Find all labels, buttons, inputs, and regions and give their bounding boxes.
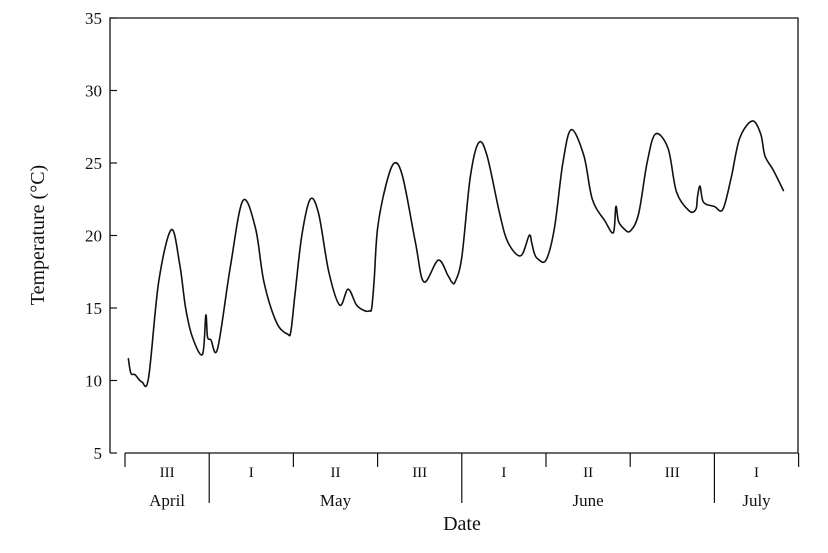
x-period-label: I — [501, 465, 506, 481]
y-tick-label: 5 — [94, 444, 103, 463]
x-period-label: II — [583, 465, 593, 481]
x-period-label: III — [160, 465, 175, 481]
x-month-label: April — [149, 491, 185, 510]
y-tick-label: 35 — [85, 9, 102, 28]
x-period-label: III — [412, 465, 427, 481]
x-period-label: I — [249, 465, 254, 481]
y-tick-label: 20 — [85, 227, 102, 246]
y-tick-label: 30 — [85, 82, 102, 101]
y-tick-label: 10 — [85, 372, 102, 391]
plot-frame-border — [109, 17, 799, 453]
y-axis: 5 10 15 20 25 30 35 — [85, 9, 117, 463]
x-month-label: May — [320, 491, 352, 510]
series-layer — [127, 120, 785, 388]
series-line-temperature — [127, 120, 785, 388]
x-period-label: II — [331, 465, 341, 481]
x-axis-title: Date — [443, 513, 481, 535]
x-period-label: I — [754, 465, 759, 481]
y-tick-label: 15 — [85, 299, 102, 318]
x-period-label: III — [665, 465, 680, 481]
plot-frame — [109, 17, 799, 453]
y-tick-label: 25 — [85, 154, 102, 173]
x-month-label: June — [573, 491, 604, 510]
x-month-label: July — [742, 491, 771, 510]
y-axis-title: Temperature (°C) — [27, 165, 49, 305]
